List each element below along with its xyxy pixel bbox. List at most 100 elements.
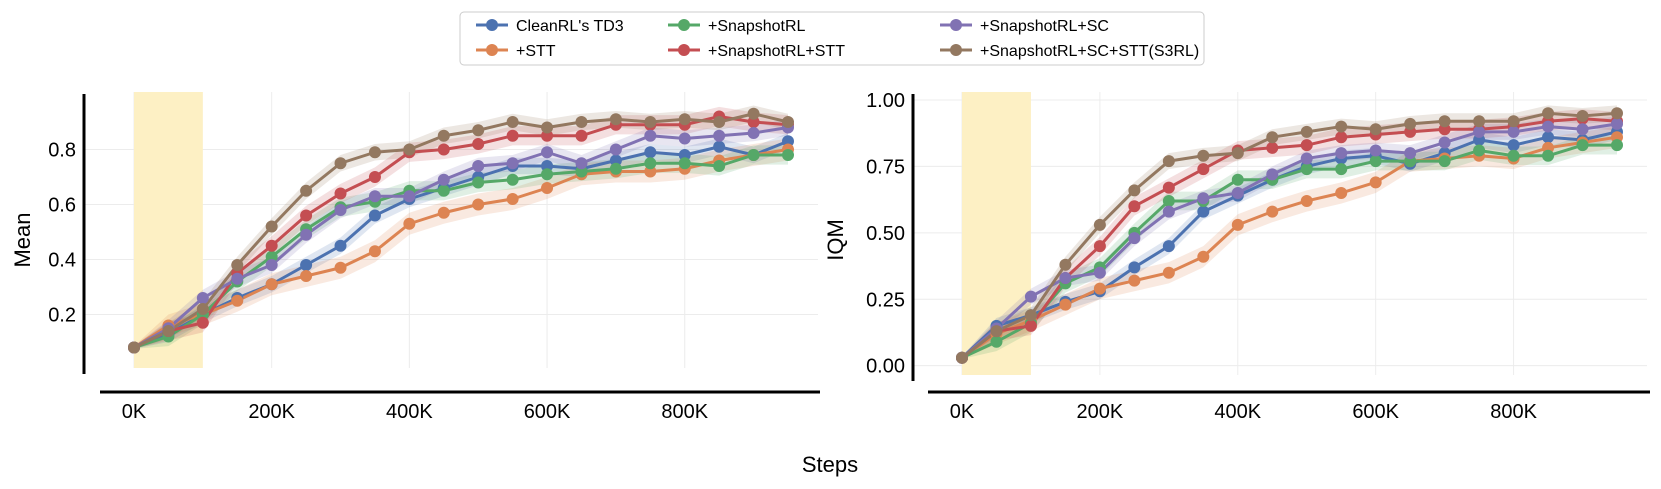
mean-point-snapshotrl (678, 157, 691, 170)
iqm-point-snapshotrl-stt (1197, 163, 1210, 176)
mean-panel-points (128, 107, 794, 354)
mean-point-stt (437, 206, 450, 219)
mean-point-snapshotrl (782, 149, 794, 161)
mean-point-snapshotrl (747, 149, 760, 161)
iqm-point-snapshotrl-sc-stt-s3rl (1197, 149, 1210, 162)
iqm-point-snapshotrl-sc-stt-s3rl (1473, 115, 1486, 128)
iqm-band-cleanrl-s-td3 (962, 123, 1617, 360)
mean-x-tick-label: 800K (661, 401, 708, 423)
mean-point-snapshotrl-sc (747, 127, 760, 139)
mean-x-tick-label: 400K (386, 401, 433, 423)
legend-marker-snapshotrl-sc-stt-s3rl (950, 44, 962, 56)
mean-point-snapshotrl-stt (437, 143, 450, 156)
iqm-point-snapshotrl (1369, 155, 1382, 168)
legend-label-snapshotrl: +SnapshotRL (708, 18, 806, 35)
x-axis-label: Steps (802, 452, 858, 477)
mean-point-snapshotrl-sc-stt-s3rl (265, 220, 278, 233)
mean-point-cleanrl-s-td3 (541, 160, 554, 172)
iqm-point-snapshotrl-sc (1059, 272, 1072, 285)
mean-x-tick-label: 600K (524, 401, 571, 423)
iqm-band-snapshotrl-stt (962, 109, 1617, 360)
iqm-panel-y-label: IQM (823, 219, 848, 261)
iqm-point-snapshotrl-sc (1576, 123, 1589, 136)
iqm-point-snapshotrl-sc-stt-s3rl (1404, 117, 1417, 130)
iqm-point-snapshotrl-stt (1024, 319, 1037, 332)
iqm-point-snapshotrl-sc (1438, 136, 1451, 149)
iqm-point-stt (1231, 218, 1244, 231)
legend-label-cleanrl-s-td3: CleanRL's TD3 (516, 18, 624, 35)
mean-point-snapshotrl-sc (472, 160, 485, 172)
mean-point-snapshotrl-stt (300, 209, 313, 222)
mean-point-snapshotrl-sc (300, 228, 313, 241)
mean-point-snapshotrl-sc (231, 272, 244, 285)
mean-point-snapshotrl-sc-stt-s3rl (334, 157, 347, 170)
iqm-point-snapshotrl (1438, 155, 1451, 168)
mean-point-snapshotrl (713, 160, 726, 172)
mean-point-snapshotrl-sc-stt-s3rl (231, 259, 244, 271)
iqm-point-stt (1335, 186, 1348, 199)
iqm-point-snapshotrl-sc (1404, 147, 1417, 160)
mean-point-snapshotrl-stt (472, 138, 485, 150)
mean-point-snapshotrl-sc-stt-s3rl (747, 107, 760, 120)
mean-point-snapshotrl (644, 157, 657, 170)
mean-point-snapshotrl-sc (541, 146, 554, 159)
legend-label-stt: +STT (516, 43, 556, 60)
iqm-point-snapshotrl-stt (1266, 141, 1279, 154)
iqm-point-snapshotrl-sc-stt-s3rl (1576, 109, 1589, 122)
iqm-x-tick-label: 800K (1490, 401, 1537, 423)
mean-point-snapshotrl-sc-stt-s3rl (541, 121, 554, 134)
mean-point-snapshotrl-sc-stt-s3rl (575, 116, 588, 128)
iqm-point-snapshotrl-sc (1128, 232, 1141, 245)
legend-marker-stt (486, 44, 498, 56)
mean-point-snapshotrl-sc-stt-s3rl (609, 113, 622, 126)
legend-items: CleanRL's TD3 +STT +SnapshotRL +SnapshotRL+… (476, 18, 1199, 60)
mean-point-snapshotrl-sc-stt-s3rl (196, 303, 209, 315)
iqm-y-tick-label: 0.50 (866, 223, 905, 245)
mean-point-snapshotrl-stt (506, 129, 519, 142)
mean-panel-bands (134, 105, 788, 349)
mean-point-stt (265, 278, 278, 291)
mean-point-snapshotrl-sc-stt-s3rl (678, 113, 691, 126)
iqm-point-snapshotrl-sc (1369, 144, 1382, 157)
iqm-point-cleanrl-s-td3 (1507, 139, 1520, 152)
mean-point-snapshotrl-stt (265, 239, 278, 252)
iqm-point-snapshotrl-sc-stt-s3rl (1611, 107, 1623, 120)
mean-point-snapshotrl-sc (713, 129, 726, 142)
iqm-point-snapshotrl-sc-stt-s3rl (1369, 123, 1382, 136)
iqm-point-snapshotrl-sc (1335, 147, 1348, 160)
mean-point-stt (300, 270, 313, 282)
mean-panel: 0.2 0.4 0.6 0.8 0K 200K 400K 600K 800K Mean (10, 92, 820, 423)
iqm-point-snapshotrl-sc (1197, 192, 1210, 205)
mean-point-cleanrl-s-td3 (713, 140, 726, 153)
iqm-point-snapshotrl-sc-stt-s3rl (1542, 107, 1555, 120)
iqm-point-snapshotrl-sc-stt-s3rl (1162, 155, 1175, 168)
mean-point-snapshotrl-sc-stt-s3rl (300, 184, 313, 197)
mean-point-stt (334, 261, 347, 274)
legend-label-snapshotrl-sc: +SnapshotRL+SC (980, 18, 1109, 35)
mean-point-stt (231, 294, 244, 307)
mean-point-cleanrl-s-td3 (644, 146, 657, 159)
mean-point-cleanrl-s-td3 (300, 259, 313, 271)
mean-point-cleanrl-s-td3 (368, 209, 381, 222)
mean-point-snapshotrl (472, 176, 485, 189)
iqm-point-stt (1059, 298, 1072, 311)
iqm-point-snapshotrl (1611, 139, 1623, 152)
mean-point-snapshotrl-stt (196, 316, 209, 329)
iqm-point-snapshotrl-sc-stt-s3rl (1335, 120, 1348, 133)
iqm-point-snapshotrl-sc (1542, 120, 1555, 133)
iqm-x-tick-label: 0K (950, 401, 975, 423)
mean-point-snapshotrl (265, 250, 278, 263)
mean-point-stt (403, 217, 416, 230)
mean-x-tick-label: 0K (122, 401, 147, 423)
iqm-point-stt (1093, 282, 1106, 295)
iqm-point-snapshotrl-sc-stt-s3rl (1093, 218, 1106, 231)
mean-point-snapshotrl-sc-stt-s3rl (128, 341, 140, 354)
mean-y-tick-label: 0.4 (48, 250, 76, 272)
mean-point-snapshotrl-stt (541, 129, 554, 142)
iqm-point-snapshotrl-sc (1093, 266, 1106, 279)
mean-y-tick-label: 0.8 (48, 140, 76, 162)
iqm-point-stt (1197, 250, 1210, 263)
iqm-point-snapshotrl-stt (1300, 139, 1313, 152)
iqm-point-snapshotrl-stt (1093, 240, 1106, 253)
mean-point-snapshotrl (609, 162, 622, 175)
